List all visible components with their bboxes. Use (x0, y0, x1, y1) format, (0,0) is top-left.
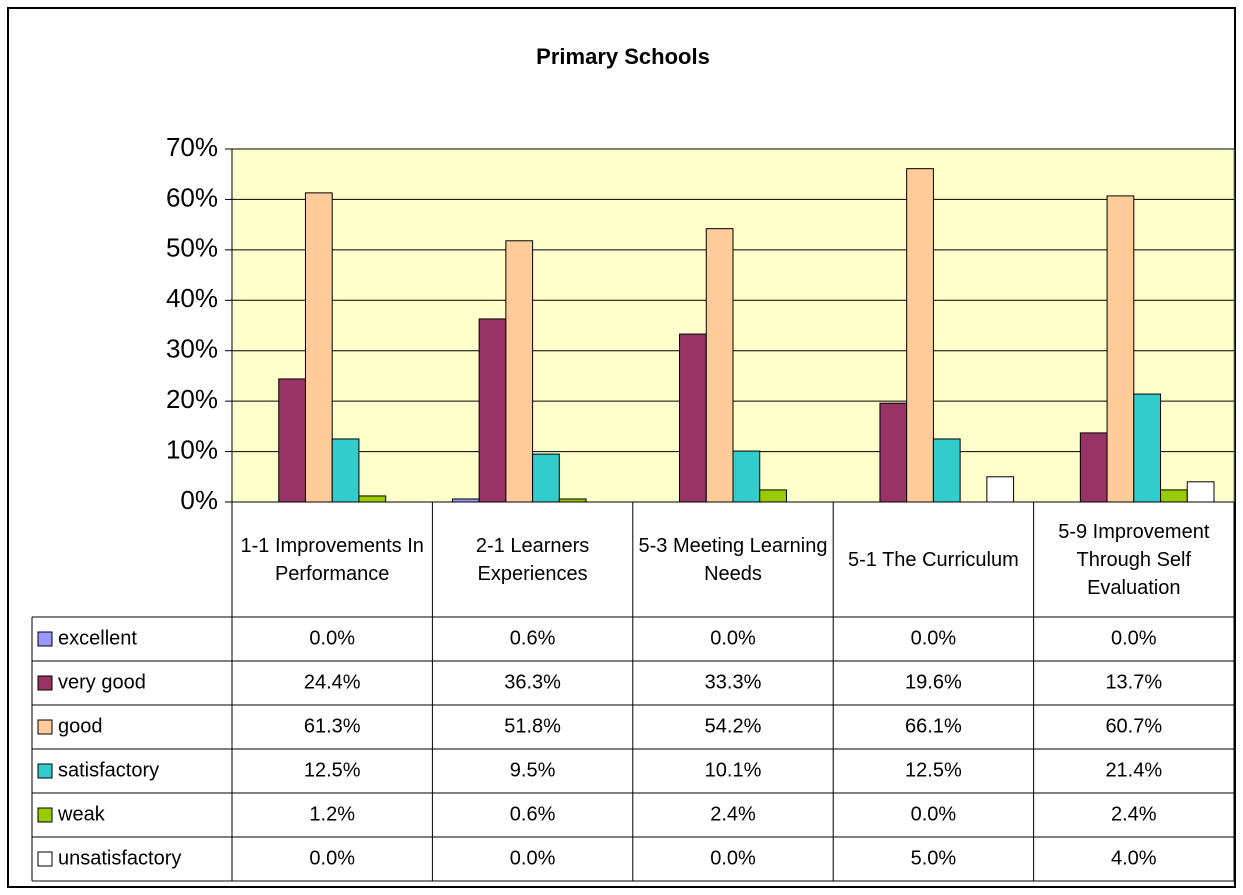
bar (331, 438, 360, 503)
legend-key (37, 763, 53, 779)
y-tick-label: 10% (166, 434, 218, 464)
data-label: 5.0% (911, 847, 957, 869)
data-label: 51.8% (504, 715, 561, 737)
y-tick-label: 40% (166, 283, 218, 313)
legend-label: very good (58, 671, 146, 693)
bar (1160, 489, 1188, 503)
data-label: 0.0% (309, 847, 355, 869)
data-label: 0.0% (911, 803, 957, 825)
bar (1133, 393, 1162, 503)
data-label: 13.7% (1105, 671, 1162, 693)
data-label: 1.2% (309, 803, 355, 825)
data-label: 60.7% (1105, 715, 1162, 737)
data-label: 66.1% (905, 715, 962, 737)
data-label: 0.0% (1111, 627, 1157, 649)
data-label: 0.0% (911, 627, 957, 649)
data-label: 4.0% (1111, 847, 1157, 869)
legend-key (37, 719, 53, 735)
bar (932, 438, 961, 503)
y-tick-label: 0% (180, 485, 218, 515)
data-label: 2.4% (1111, 803, 1157, 825)
legend-key (37, 631, 53, 647)
data-label: 24.4% (304, 671, 361, 693)
x-tick-label: 5-1 The Curriculum (847, 548, 1019, 571)
legend-key (37, 807, 53, 823)
legend-label: satisfactory (58, 759, 159, 781)
data-label: 19.6% (905, 671, 962, 693)
legend-label: excellent (58, 627, 137, 649)
bar (986, 476, 1015, 503)
data-label: 0.6% (510, 803, 556, 825)
bar (732, 450, 761, 503)
bar (1186, 481, 1215, 503)
bar (679, 333, 707, 503)
y-tick-label: 20% (166, 384, 218, 414)
data-label: 36.3% (504, 671, 561, 693)
legend-key (37, 675, 53, 691)
bar (358, 495, 387, 503)
data-label: 10.1% (705, 759, 762, 781)
bar (278, 378, 306, 503)
x-tick-label: 2-1 Learners Experiences (475, 534, 590, 585)
x-tick-label: 5-3 Meeting Learning Needs (638, 534, 828, 585)
bar (558, 498, 587, 503)
bar (705, 228, 734, 503)
data-label: 0.0% (309, 627, 355, 649)
bar (532, 453, 560, 503)
bar (1106, 195, 1135, 503)
legend-label: weak (57, 803, 106, 825)
bar (879, 402, 908, 503)
data-label: 54.2% (705, 715, 762, 737)
bar (304, 192, 333, 503)
data-label: 12.5% (905, 759, 962, 781)
bar (505, 240, 534, 503)
data-label: 9.5% (510, 759, 556, 781)
data-label: 33.3% (705, 671, 762, 693)
x-tick-label: 1-1 Improvements In Performance (240, 534, 424, 585)
data-label: 0.6% (510, 627, 556, 649)
data-label: 0.0% (510, 847, 556, 869)
bar (478, 318, 507, 503)
legend-label: good (58, 715, 103, 737)
bar (906, 168, 934, 503)
data-label: 21.4% (1105, 759, 1162, 781)
y-tick-label: 70% (166, 132, 218, 162)
y-tick-label: 30% (166, 334, 218, 364)
data-label: 0.0% (710, 627, 756, 649)
legend-label: unsatisfactory (58, 847, 181, 869)
data-label: 12.5% (304, 759, 361, 781)
y-tick-label: 50% (166, 233, 218, 263)
data-label: 2.4% (710, 803, 756, 825)
bar (1079, 432, 1108, 503)
y-tick-label: 60% (166, 182, 218, 212)
data-label: 0.0% (710, 847, 756, 869)
data-label: 61.3% (304, 715, 361, 737)
bar (759, 489, 787, 503)
chart-title: Primary Schools (536, 44, 710, 69)
x-tick-label: 5-9 Improvement Through Self Evaluation (1058, 520, 1210, 599)
legend-key (37, 851, 53, 867)
